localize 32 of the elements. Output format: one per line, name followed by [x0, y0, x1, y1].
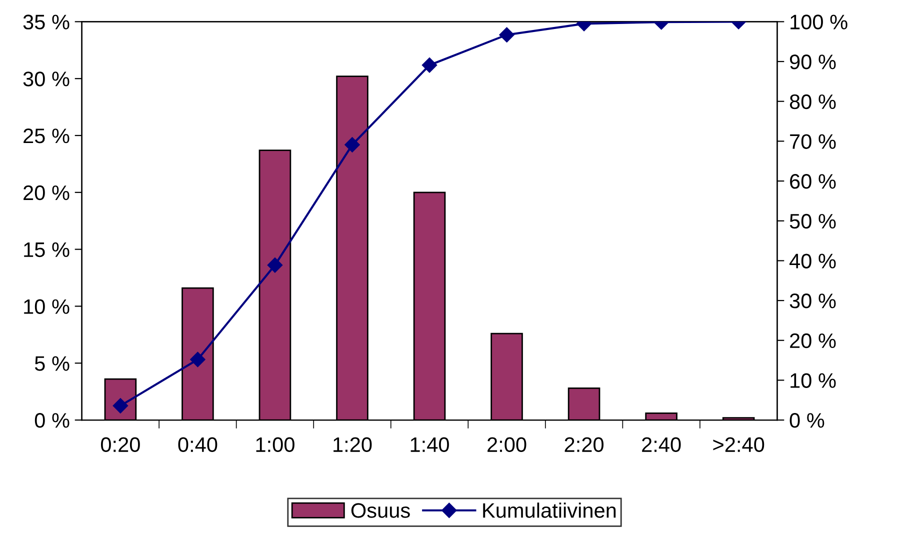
y-tick-label: 10 % — [24, 299, 70, 314]
x-tick-label: 1:00 — [256, 437, 294, 452]
y2-tick-label: 40 % — [789, 254, 836, 268]
x-tick-label: 2:40 — [642, 437, 681, 452]
y2-tick-label: 90 % — [790, 54, 836, 70]
y2-tick-label: 80 % — [790, 94, 836, 110]
y-tick-label: 25 % — [24, 128, 70, 144]
y2-tick-label: 10 % — [790, 373, 836, 388]
y2-tick-label: 60 % — [790, 174, 836, 189]
y2-tick-label: 50 % — [790, 214, 836, 229]
point — [267, 258, 283, 273]
legend-label: Kumulatiivinen — [483, 502, 616, 518]
y-tick-label: 5 % — [34, 356, 70, 371]
x-tick-label: 2:20 — [564, 437, 604, 452]
y-tick-label: 0 % — [34, 413, 70, 428]
y-tick-label: 35 % — [23, 14, 70, 30]
x-tick-label: 1:20 — [334, 437, 372, 452]
x-tick-label: 0:40 — [178, 437, 218, 452]
y2-tick-label: 0 % — [790, 413, 824, 428]
y-tick-label: 30 % — [23, 72, 70, 86]
y2-tick-label: 70 % — [790, 134, 836, 149]
y2-tick-label: 30 % — [790, 294, 836, 308]
x-tick-label: 0:20 — [100, 437, 140, 452]
y2-tick-label: 20 % — [790, 333, 836, 348]
y-tick-label: 20 % — [24, 185, 70, 200]
x-tick-label: >2:40 — [713, 437, 764, 452]
point — [190, 352, 206, 368]
y2-tick-label: 100 % — [790, 14, 848, 30]
y-tick-label: 15 % — [24, 242, 70, 258]
x-tick-label: 1:40 — [410, 437, 449, 452]
x-tick-label: 2:00 — [488, 437, 526, 452]
legend-label: Osuus — [351, 503, 410, 518]
